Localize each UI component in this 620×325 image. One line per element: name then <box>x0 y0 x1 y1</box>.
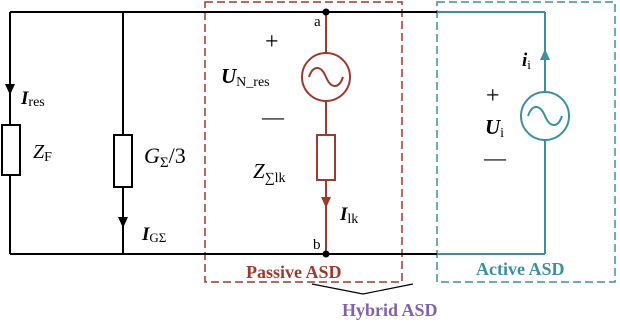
active-source-wave-icon <box>527 106 563 126</box>
hybrid-bracket <box>311 283 414 295</box>
neutral-plus: + <box>265 29 279 55</box>
neutral-source-label: UN_res <box>221 64 270 90</box>
passive-asd-label: Passive ASD <box>246 262 342 282</box>
ires-label: Ires <box>20 88 45 110</box>
node-a <box>322 8 330 16</box>
passive-asd-box <box>204 1 403 283</box>
neutral-source-wave-icon <box>308 67 344 87</box>
ii-arrow <box>540 49 550 60</box>
active-asd-label: Active ASD <box>476 259 565 279</box>
zf-resistor <box>1 124 21 176</box>
active-plus: + <box>486 83 500 109</box>
gsum-resistor <box>113 134 133 188</box>
ig-label: IGΣ <box>141 224 166 245</box>
active-asd-box <box>436 1 616 283</box>
active-source-label: Ui <box>485 115 504 141</box>
node-b <box>322 250 330 258</box>
neutral-minus: — <box>261 104 285 129</box>
ilk-arrow <box>321 197 331 208</box>
ires-arrow <box>5 84 15 95</box>
gsum-label: GΣ/3 <box>144 143 186 171</box>
ii-label: ii <box>522 50 531 72</box>
ilk-label: Ilk <box>339 204 358 227</box>
zf-label: ZF <box>33 141 52 165</box>
node-a-label: a <box>314 14 321 30</box>
active-minus: — <box>483 145 507 170</box>
zsum-resistor <box>316 134 336 181</box>
zsum-label: Z∑lk <box>253 159 286 186</box>
node-b-label: b <box>313 237 321 253</box>
ig-arrow <box>118 217 128 228</box>
hybrid-asd-label: Hybrid ASD <box>342 300 438 320</box>
